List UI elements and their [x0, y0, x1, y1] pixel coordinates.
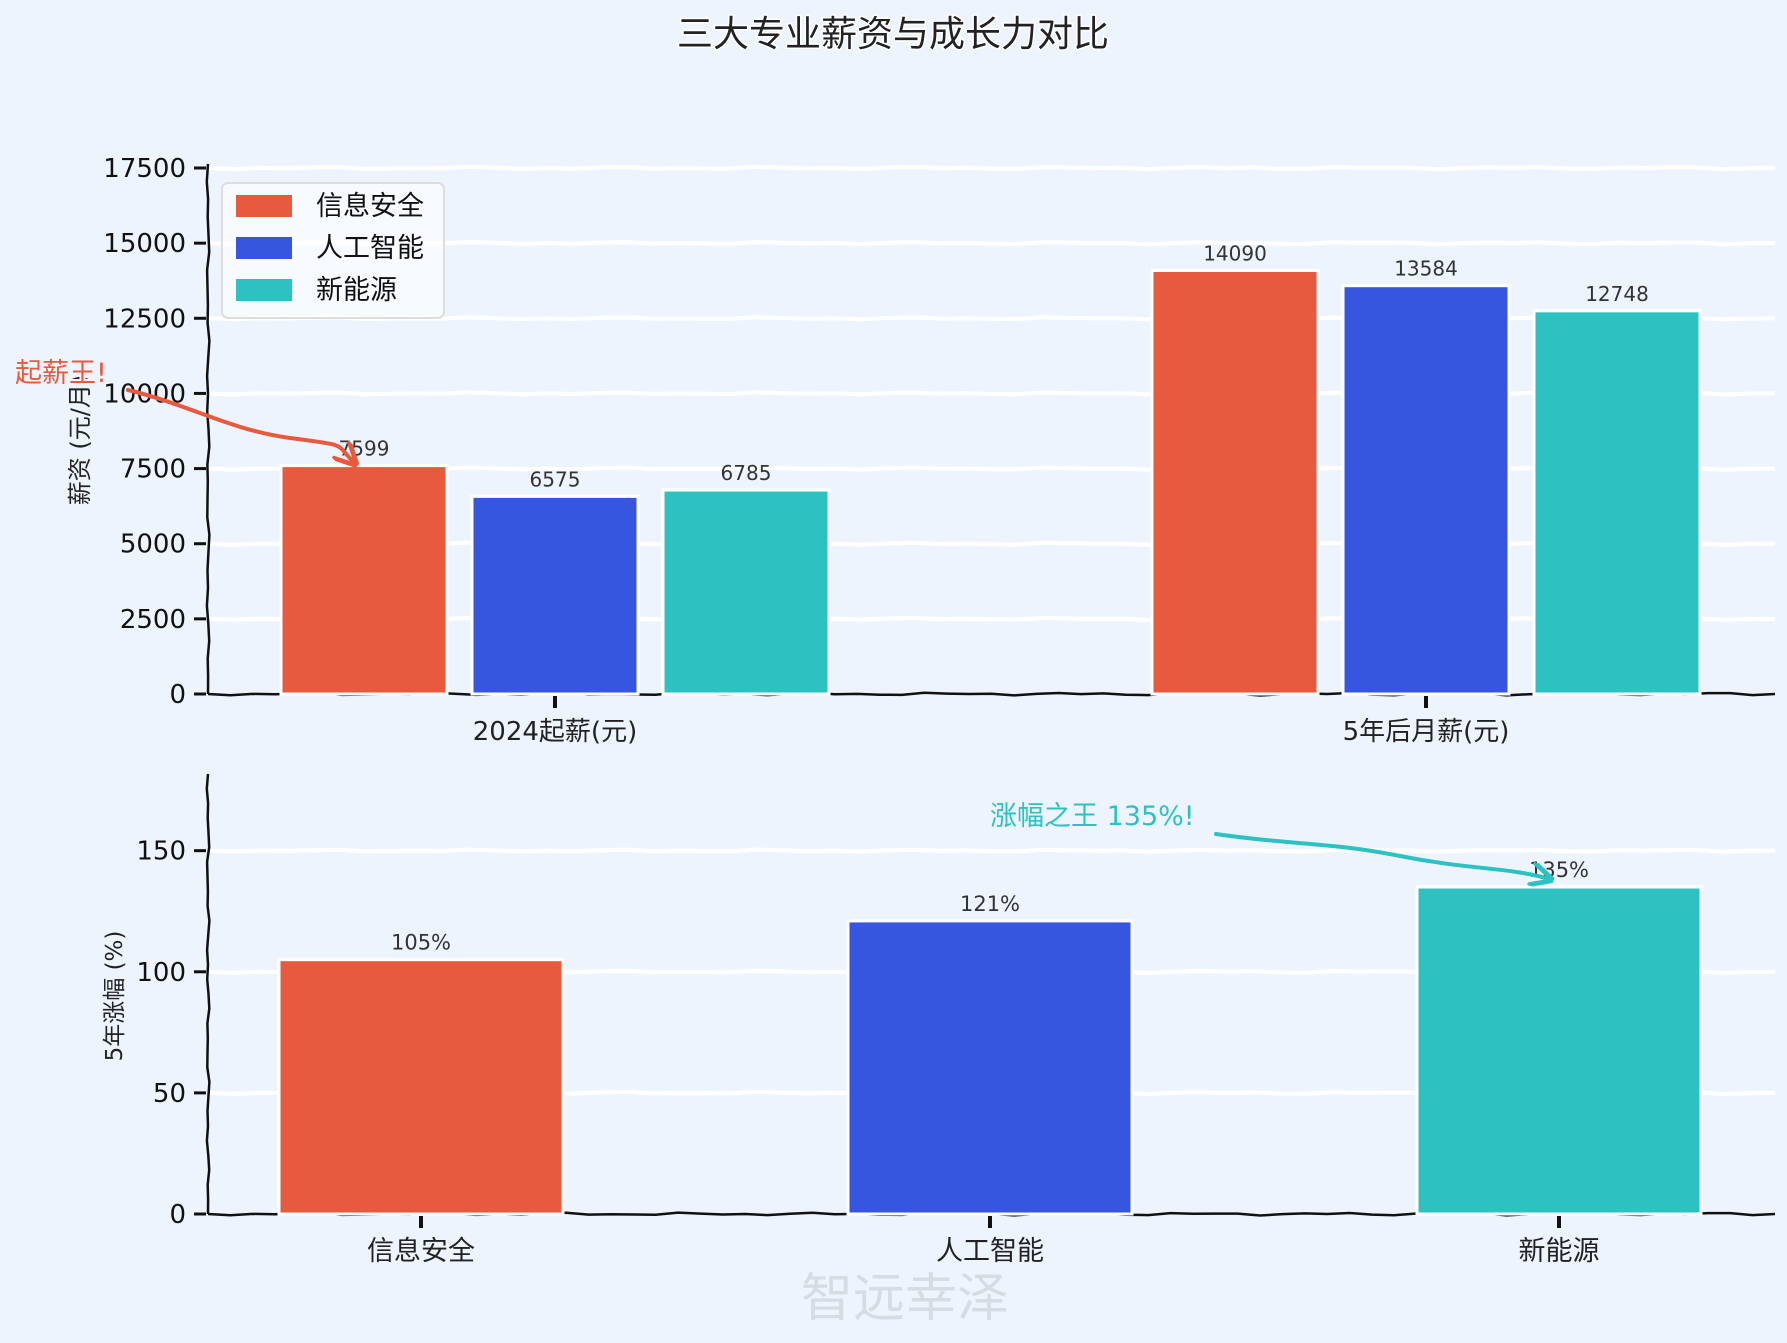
- bar: [1341, 284, 1511, 696]
- y-gridline: [207, 164, 1776, 172]
- x-tick-label: 信息安全: [367, 1236, 475, 1267]
- data-label: 12748: [1585, 282, 1649, 306]
- growth-chart: 0 50 100 150 105% 信息安全 121% 人工智能 135% 新能源 5年涨幅 (%)…: [102, 773, 1776, 1267]
- bar: [470, 494, 640, 696]
- legend-swatch: [236, 237, 292, 259]
- y-gridline: [207, 465, 1776, 472]
- y-gridline: [207, 615, 1776, 623]
- x-tick-label: 新能源: [1519, 1236, 1600, 1267]
- data-label: 6785: [721, 461, 772, 485]
- x-axis-line: [207, 691, 1776, 697]
- bar: [661, 488, 831, 696]
- annotation-text: 涨幅之王 135%!: [990, 801, 1195, 832]
- y-gridline: [207, 239, 1776, 247]
- annotation-arrow: [1214, 832, 1549, 879]
- bar: [1532, 309, 1702, 696]
- data-label: 13584: [1394, 257, 1458, 281]
- y-tick-label: 17500: [103, 154, 186, 184]
- bar: [277, 958, 565, 1216]
- bar: [846, 919, 1134, 1216]
- y-axis-line: [205, 163, 211, 695]
- chart-title: 三大专业薪资与成长力对比: [677, 14, 1109, 55]
- y-tick-label: 0: [169, 680, 186, 710]
- x-tick-label: 2024起薪(元): [473, 717, 637, 747]
- legend-swatch: [236, 279, 292, 301]
- bar: [279, 464, 449, 696]
- y-axis-line: [205, 773, 211, 1215]
- salary-chart: 0250050007500100001250015000175007599140…: [13, 154, 1776, 747]
- data-label: 121%: [960, 892, 1020, 916]
- y-tick-label: 50: [153, 1079, 186, 1109]
- bar: [1150, 268, 1320, 696]
- y-tick-label: 5000: [120, 530, 186, 560]
- data-label: 135%: [1529, 858, 1589, 882]
- y-tick-label: 12500: [103, 304, 186, 334]
- y-gridline: [207, 540, 1776, 547]
- y-tick-label: 150: [136, 837, 186, 867]
- y-gridline: [207, 315, 1776, 322]
- x-tick-label: 人工智能: [936, 1236, 1044, 1267]
- y-axis-label: 5年涨幅 (%): [102, 931, 128, 1062]
- legend-label: 信息安全: [316, 191, 424, 222]
- data-label: 105%: [391, 931, 451, 955]
- y-gridline: [207, 390, 1776, 397]
- legend-label: 人工智能: [316, 233, 424, 264]
- legend-swatch: [236, 195, 292, 217]
- data-label: 14090: [1203, 241, 1267, 265]
- data-label: 6575: [530, 467, 581, 491]
- x-tick-label: 5年后月薪(元): [1343, 717, 1510, 747]
- bar: [1415, 885, 1703, 1216]
- annotation-arrow: [126, 388, 354, 463]
- watermark: 智远幸泽: [801, 1269, 1009, 1329]
- annotation-text: 起薪王!: [15, 358, 107, 389]
- legend-label: 新能源: [316, 275, 397, 306]
- y-axis-label: 薪资 (元/月): [66, 375, 94, 505]
- y-gridline: [207, 847, 1776, 854]
- y-tick-label: 7500: [120, 455, 186, 485]
- y-tick-label: 100: [136, 958, 186, 988]
- y-tick-label: 0: [169, 1200, 186, 1230]
- y-tick-label: 15000: [103, 229, 186, 259]
- y-tick-label: 2500: [120, 605, 186, 635]
